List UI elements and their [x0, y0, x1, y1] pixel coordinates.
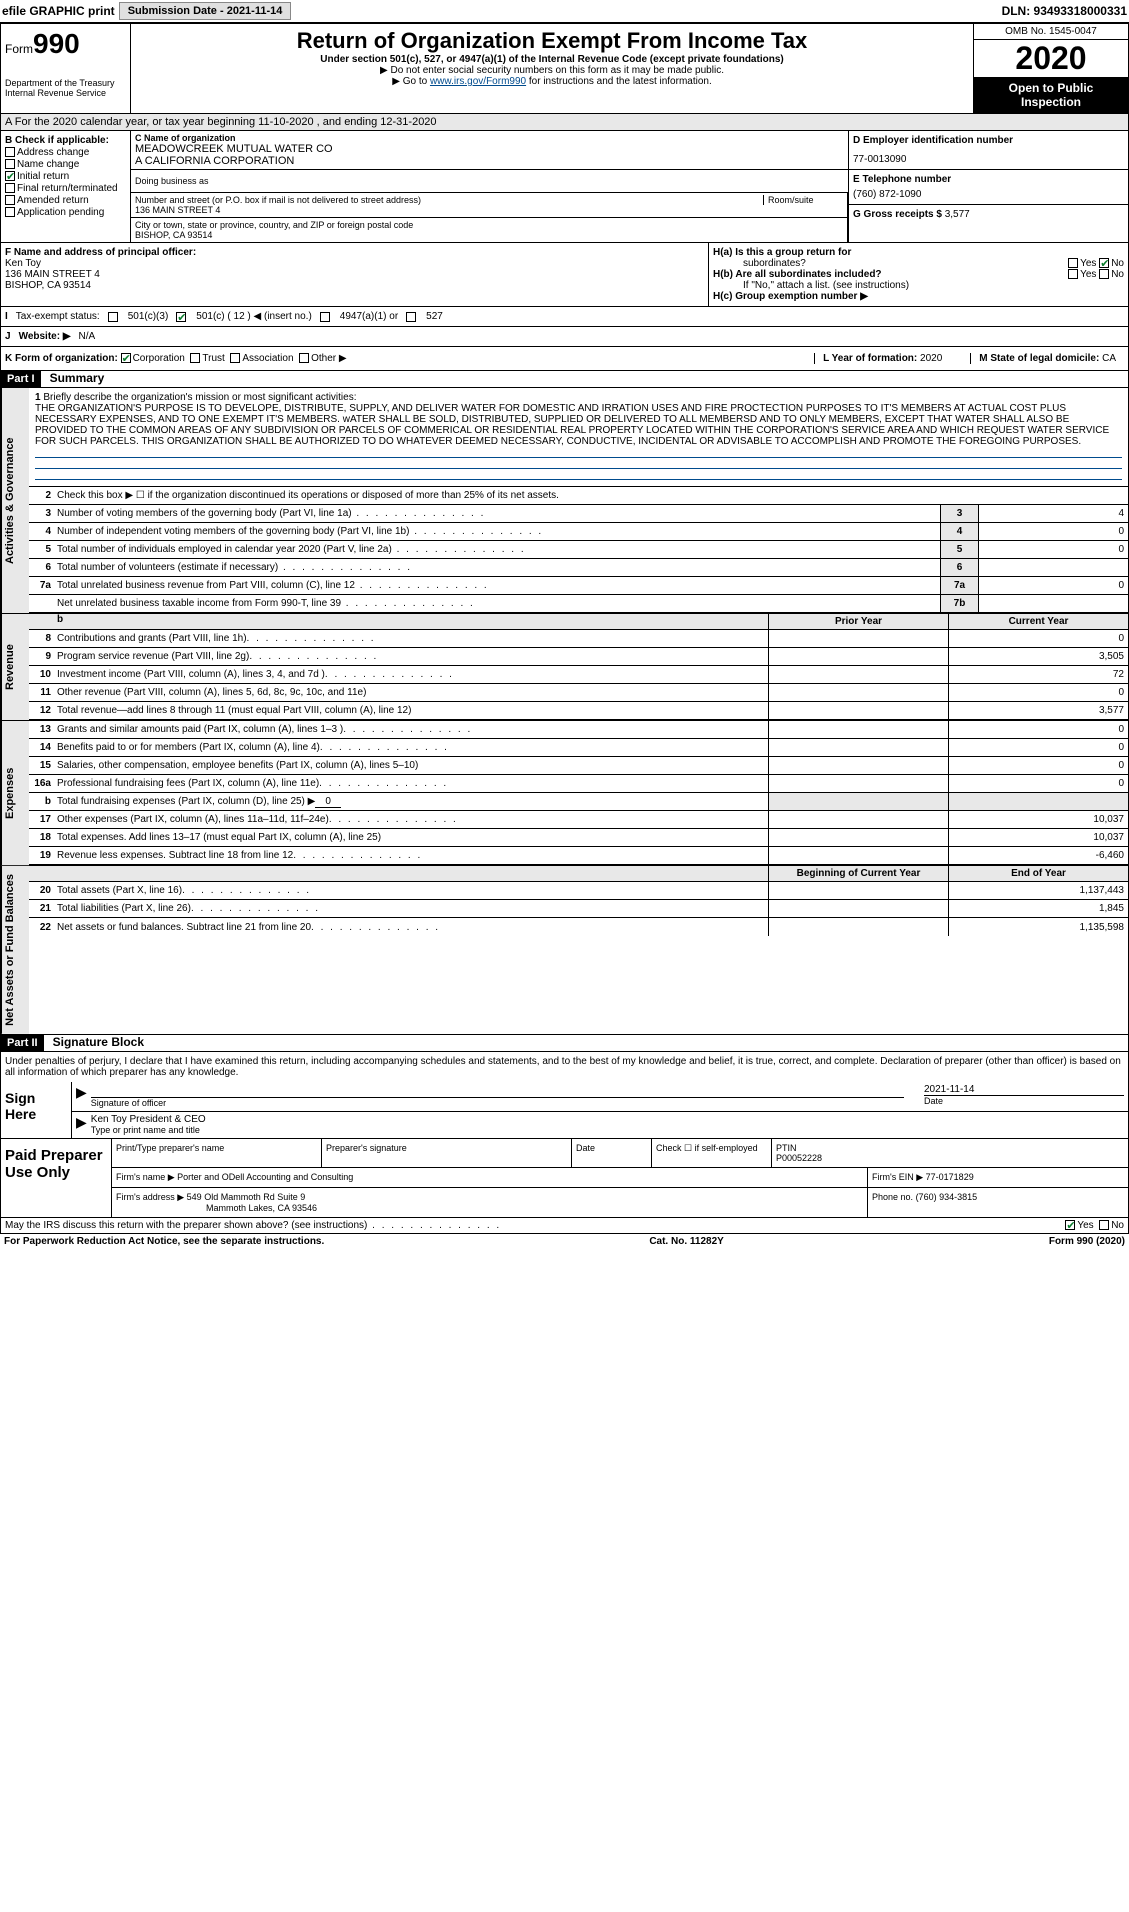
f-label: F Name and address of principal officer:	[5, 247, 704, 258]
part1-title: Summary	[44, 369, 111, 387]
org-name-box: C Name of organization MEADOWCREEK MUTUA…	[131, 131, 848, 170]
dln-label: DLN: 93493318000331	[1002, 4, 1127, 18]
part1-header: Part I Summary	[0, 371, 1129, 388]
city-box: City or town, state or province, country…	[131, 218, 847, 242]
form-number: 990	[33, 28, 80, 59]
side-governance: Activities & Governance	[1, 388, 29, 613]
part2-bar: Part II	[1, 1035, 44, 1051]
officer-addr1: 136 MAIN STREET 4	[5, 269, 704, 280]
part2-header: Part II Signature Block	[0, 1035, 1129, 1052]
gross-box: G Gross receipts $ 3,577	[849, 205, 1128, 224]
side-netassets: Net Assets or Fund Balances	[1, 866, 29, 1034]
cb-name-change[interactable]: Name change	[5, 159, 126, 170]
submission-date-btn[interactable]: Submission Date - 2021-11-14	[119, 2, 292, 20]
row-j: JWebsite: ▶N/A	[0, 327, 1129, 347]
side-revenue: Revenue	[1, 614, 29, 720]
b-label: B Check if applicable:	[5, 135, 126, 146]
ein-value: 77-0013090	[853, 154, 1124, 165]
hb-note: If "No," attach a list. (see instruction…	[743, 280, 1124, 291]
dept-label: Department of the Treasury Internal Reve…	[5, 78, 126, 98]
cb-initial-return[interactable]: Initial return	[5, 171, 126, 182]
hc-row: H(c) Group exemption number ▶	[713, 291, 1124, 302]
org-name-2: A CALIFORNIA CORPORATION	[135, 155, 844, 167]
tel-value: (760) 872-1090	[853, 189, 1124, 200]
form-title: Return of Organization Exempt From Incom…	[139, 28, 965, 54]
org-name-1: MEADOWCREEK MUTUAL WATER CO	[135, 143, 844, 155]
form-note2: ▶ Go to www.irs.gov/Form990 for instruct…	[139, 76, 965, 87]
efile-label: efile GRAPHIC print	[2, 4, 115, 18]
netassets-section: Net Assets or Fund Balances Beginning of…	[0, 866, 1129, 1035]
omb-number: OMB No. 1545-0047	[974, 24, 1128, 40]
city-value: BISHOP, CA 93514	[135, 230, 843, 240]
ein-box: D Employer identification number 77-0013…	[849, 131, 1128, 170]
cb-final-return[interactable]: Final return/terminated	[5, 183, 126, 194]
tax-year-row: A For the 2020 calendar year, or tax yea…	[0, 114, 1129, 131]
section-bcde: B Check if applicable: Address change Na…	[0, 131, 1129, 243]
part1-bar: Part I	[1, 371, 41, 387]
side-expenses: Expenses	[1, 721, 29, 865]
form-word: Form	[5, 42, 33, 56]
tax-year: 2020	[974, 40, 1128, 77]
gross-value: 3,577	[945, 209, 970, 220]
irs-discuss-row: May the IRS discuss this return with the…	[1, 1217, 1128, 1233]
footer: For Paperwork Reduction Act Notice, see …	[0, 1234, 1129, 1249]
sign-here-label: Sign Here	[1, 1082, 71, 1138]
cb-application[interactable]: Application pending	[5, 207, 126, 218]
inspection-label: Open to Public Inspection	[974, 77, 1128, 113]
row-k: K Form of organization: Corporation Trus…	[0, 347, 1129, 371]
officer-addr2: BISHOP, CA 93514	[5, 280, 704, 291]
irs-link[interactable]: www.irs.gov/Form990	[430, 76, 526, 87]
form-subtitle: Under section 501(c), 527, or 4947(a)(1)…	[139, 54, 965, 65]
mission-text: THE ORGANIZATION'S PURPOSE IS TO DEVELOP…	[35, 403, 1109, 447]
top-bar: efile GRAPHIC print Submission Date - 20…	[0, 0, 1129, 23]
col-b: B Check if applicable: Address change Na…	[1, 131, 131, 242]
expenses-section: Expenses 13Grants and similar amounts pa…	[0, 721, 1129, 866]
ha-row: H(a) Is this a group return for	[713, 247, 1124, 258]
sig-declaration: Under penalties of perjury, I declare th…	[1, 1052, 1128, 1082]
dba-box: Doing business as	[131, 170, 848, 193]
form-note1: ▶ Do not enter social security numbers o…	[139, 65, 965, 76]
tel-box: E Telephone number (760) 872-1090	[849, 170, 1128, 205]
paid-label: Paid Preparer Use Only	[1, 1139, 111, 1217]
governance-section: Activities & Governance 1 Briefly descri…	[0, 388, 1129, 614]
row-i: ITax-exempt status: 501(c)(3) 501(c) ( 1…	[0, 307, 1129, 327]
cb-amended[interactable]: Amended return	[5, 195, 126, 206]
part2-title: Signature Block	[47, 1033, 150, 1051]
row-fh: F Name and address of principal officer:…	[0, 243, 1129, 307]
officer-name: Ken Toy	[5, 258, 704, 269]
mission-box: 1 Briefly describe the organization's mi…	[29, 388, 1128, 487]
paid-preparer: Paid Preparer Use Only Print/Type prepar…	[1, 1138, 1128, 1217]
street-value: 136 MAIN STREET 4	[135, 205, 843, 215]
cb-address-change[interactable]: Address change	[5, 147, 126, 158]
signature-section: Under penalties of perjury, I declare th…	[0, 1052, 1129, 1234]
street-box: Number and street (or P.O. box if mail i…	[131, 193, 847, 218]
form-header: Form990 Department of the Treasury Inter…	[0, 23, 1129, 114]
hb-row: H(b) Are all subordinates included?Yes N…	[713, 269, 1124, 280]
revenue-section: Revenue bPrior YearCurrent Year 8Contrib…	[0, 614, 1129, 721]
